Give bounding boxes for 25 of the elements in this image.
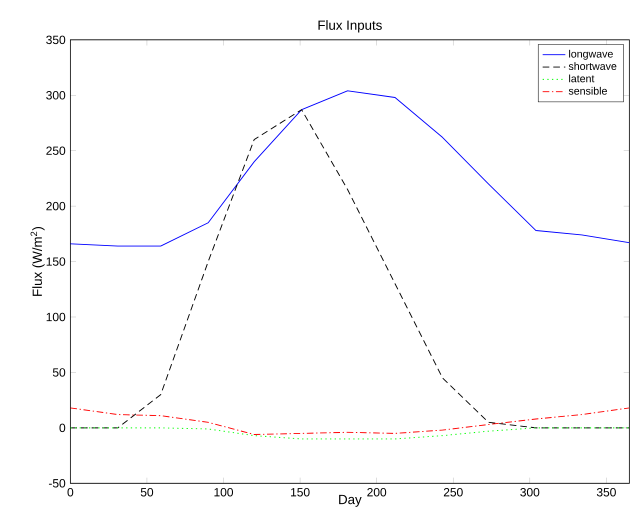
y-tick-label: 100 — [46, 312, 66, 322]
y-tick-label: 250 — [46, 146, 66, 156]
line-series — [70, 408, 630, 436]
x-tick-label: 100 — [214, 488, 234, 497]
x-axis-title: Day — [339, 495, 362, 507]
y-tick-label: 200 — [46, 202, 66, 210]
y-tick-label: 300 — [46, 91, 66, 100]
x-tick-label: 50 — [140, 488, 154, 497]
y-tick-label: 0 — [59, 424, 66, 432]
y-tick-label: 50 — [52, 368, 66, 377]
x-tick-label: 150 — [291, 488, 310, 497]
legend-label: shortwave — [568, 62, 616, 70]
y-tick-label: 350 — [46, 36, 66, 44]
legend-label: sensible — [568, 86, 607, 95]
x-tick-label: 200 — [367, 488, 386, 497]
y-tick-label: -50 — [48, 479, 66, 488]
legend-label: latent — [569, 74, 594, 82]
x-tick-label: 0 — [68, 488, 74, 497]
x-tick-label: 350 — [596, 488, 616, 497]
y-tick-label: 150 — [46, 257, 66, 266]
x-tick-label: 300 — [520, 488, 540, 497]
y-axis-title: Flux (W/m$^{2}$) — [30, 227, 45, 296]
legend-label: longwave — [569, 50, 613, 60]
chart-title: Flux Inputs — [318, 20, 382, 33]
x-tick-label: 250 — [444, 488, 463, 497]
